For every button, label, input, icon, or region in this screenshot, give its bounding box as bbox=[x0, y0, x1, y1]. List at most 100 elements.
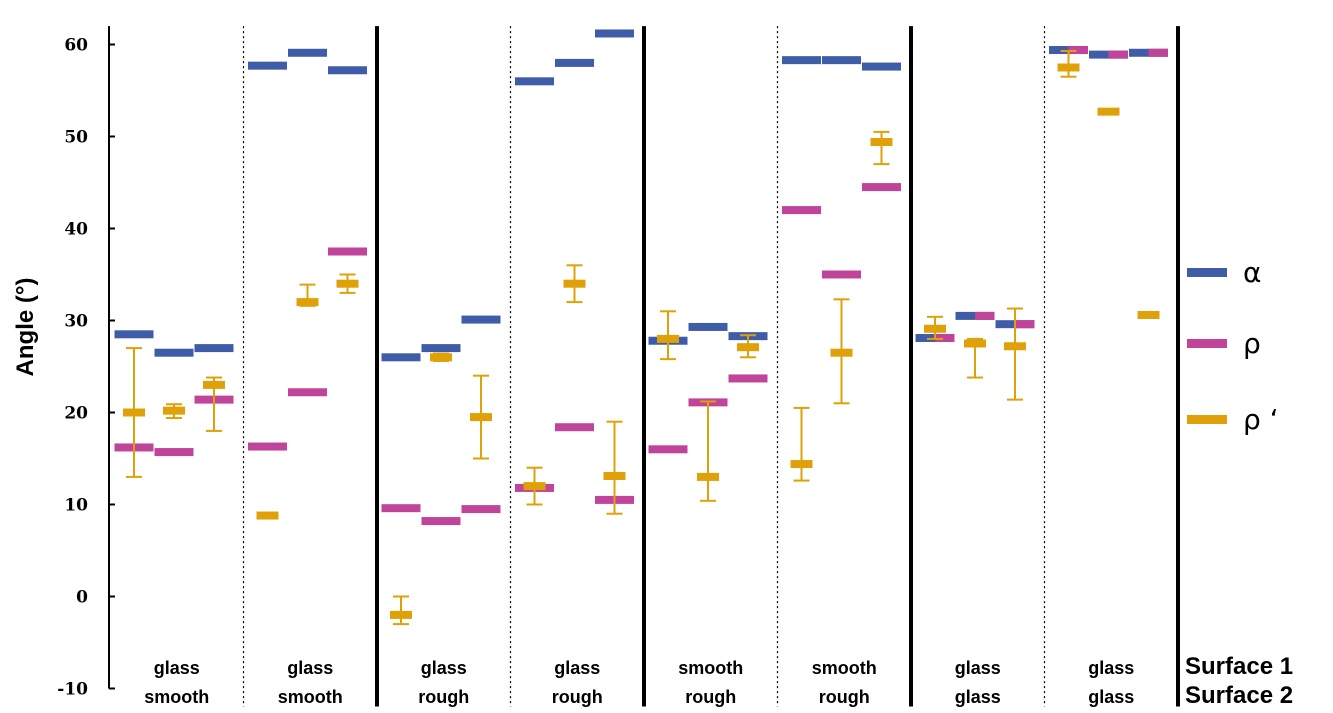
rho-prime-mark bbox=[737, 343, 759, 352]
surface2-label: rough bbox=[685, 687, 736, 707]
surface1-label: smooth bbox=[678, 658, 743, 678]
group-3 bbox=[381, 315, 501, 626]
rho-mark bbox=[154, 448, 194, 457]
group-1 bbox=[114, 330, 234, 478]
rho-mark bbox=[935, 333, 955, 342]
surface2-label: rough bbox=[552, 687, 603, 707]
surface2-axis-label: Surface 2 bbox=[1185, 682, 1293, 709]
rho-mark bbox=[822, 270, 861, 279]
rho-mark bbox=[248, 442, 287, 451]
group-2 bbox=[248, 48, 367, 520]
rho-prime-mark bbox=[523, 482, 546, 491]
rho-prime-mark bbox=[163, 406, 185, 415]
rho-prime-mark bbox=[256, 511, 279, 520]
rho-mark bbox=[421, 517, 461, 526]
y-tick-label: 60 bbox=[64, 36, 88, 56]
rho-prime-mark bbox=[296, 298, 319, 307]
alpha-mark bbox=[194, 344, 234, 353]
surface1-label: glass bbox=[287, 658, 333, 678]
y-tick-label: 30 bbox=[64, 312, 88, 332]
y-axis-title: Angle (°) bbox=[12, 278, 39, 377]
rho-mark bbox=[1148, 48, 1168, 57]
rho-mark bbox=[288, 388, 327, 397]
data-marks bbox=[114, 29, 1168, 626]
surface2-label: smooth bbox=[278, 687, 343, 707]
rho-prime-mark bbox=[470, 413, 492, 422]
legend-item: ρ bbox=[1187, 327, 1261, 360]
alpha-mark bbox=[555, 58, 594, 67]
legend-label: ρ ‘ bbox=[1243, 403, 1279, 436]
legend-label: α bbox=[1243, 256, 1261, 289]
surface1-label: glass bbox=[955, 658, 1001, 678]
rho-prime-mark bbox=[924, 324, 946, 333]
rho-prime-mark bbox=[1097, 107, 1120, 116]
alpha-mark bbox=[461, 315, 501, 324]
legend-label: ρ bbox=[1243, 327, 1261, 360]
y-tick-label: 20 bbox=[64, 404, 88, 424]
rho-mark bbox=[728, 374, 768, 383]
rho-prime-mark bbox=[1057, 63, 1080, 72]
legend-swatch bbox=[1187, 268, 1227, 277]
surface1-label: glass bbox=[421, 658, 467, 678]
rho-prime-mark bbox=[603, 471, 626, 480]
y-tick-label: 40 bbox=[64, 220, 88, 240]
surface2-label: smooth bbox=[144, 687, 209, 707]
rho-prime-mark bbox=[964, 339, 986, 348]
rho-prime-mark bbox=[1004, 342, 1026, 351]
y-tick-label: 10 bbox=[64, 496, 88, 516]
alpha-mark bbox=[381, 353, 421, 362]
surface1-label: glass bbox=[554, 658, 600, 678]
surface1-label: glass bbox=[1088, 658, 1134, 678]
rho-mark bbox=[461, 505, 501, 514]
rho-prime-mark bbox=[336, 279, 359, 288]
rho-mark bbox=[328, 247, 367, 256]
rho-prime-mark bbox=[1137, 310, 1160, 319]
legend-swatch bbox=[1187, 415, 1227, 424]
y-tick-label: 0 bbox=[76, 588, 88, 608]
alpha-mark bbox=[595, 29, 634, 38]
group-7 bbox=[915, 307, 1035, 401]
legend-swatch bbox=[1187, 339, 1227, 348]
group-4 bbox=[515, 29, 634, 515]
rho-mark bbox=[862, 183, 901, 192]
y-axis: -10 0 10 20 30 40 50 60 bbox=[57, 26, 115, 700]
rho-prime-mark bbox=[697, 472, 719, 481]
y-tick-label: -10 bbox=[57, 680, 88, 700]
rho-mark bbox=[782, 206, 821, 215]
alpha-mark bbox=[862, 62, 901, 71]
rho-mark bbox=[1108, 50, 1128, 59]
rho-mark bbox=[975, 311, 995, 320]
legend-item: α bbox=[1187, 256, 1261, 289]
alpha-mark bbox=[515, 77, 554, 86]
surface1-label: glass bbox=[154, 658, 200, 678]
rho-mark bbox=[381, 504, 421, 513]
surface2-label: rough bbox=[418, 687, 469, 707]
group-8 bbox=[1049, 46, 1168, 319]
rho-mark bbox=[1015, 320, 1035, 329]
rho-prime-mark bbox=[390, 610, 412, 619]
category-labels: glass smooth glass smooth glass rough glass rou… bbox=[144, 658, 1134, 707]
y-tick-label: 50 bbox=[64, 128, 88, 148]
group-5 bbox=[648, 310, 768, 502]
alpha-mark bbox=[688, 322, 728, 331]
rho-prime-mark bbox=[790, 460, 813, 469]
legend-item: ρ ‘ bbox=[1187, 403, 1279, 436]
rho-mark bbox=[555, 423, 594, 432]
rho-mark bbox=[648, 445, 688, 454]
rho-mark bbox=[1068, 46, 1088, 55]
surface2-label: glass bbox=[955, 687, 1001, 707]
surface1-label: smooth bbox=[812, 658, 877, 678]
rho-prime-mark bbox=[123, 408, 145, 417]
rho-prime-mark bbox=[430, 353, 452, 362]
surface2-label: glass bbox=[1088, 687, 1134, 707]
legend: α ρ ρ ‘ bbox=[1187, 256, 1279, 436]
alpha-mark bbox=[248, 61, 287, 70]
alpha-mark bbox=[288, 48, 327, 57]
rho-prime-mark bbox=[657, 334, 679, 343]
rho-prime-mark bbox=[830, 348, 853, 357]
alpha-mark bbox=[154, 348, 194, 357]
alpha-mark bbox=[782, 56, 821, 65]
rho-prime-mark bbox=[870, 138, 893, 147]
group-dividers bbox=[242, 26, 1180, 707]
